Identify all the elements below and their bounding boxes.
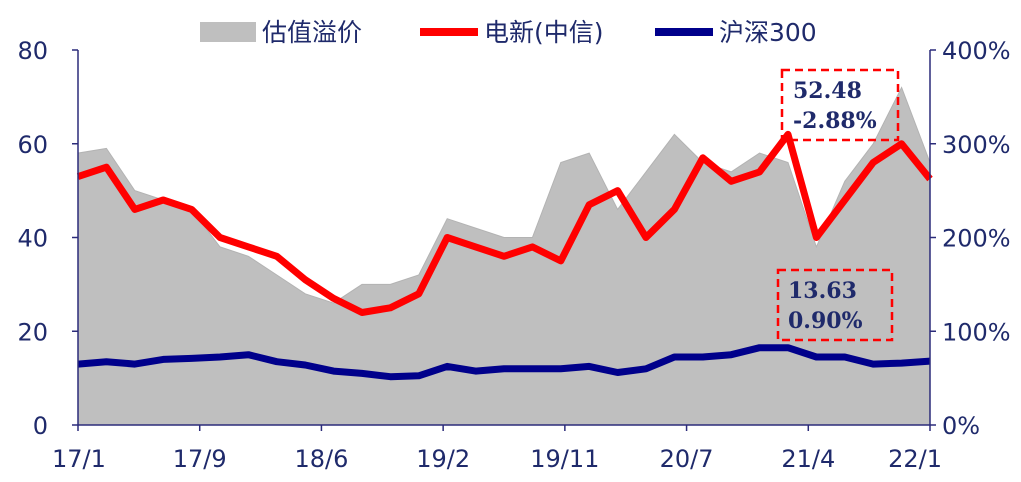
left-tick-label: 40 [17,225,48,253]
x-tick-label: 19/11 [530,445,599,473]
annotation-power-equipment: 52.48 -2.88% [780,68,900,142]
right-axis-ticks: 0% 100% 200% 300% 400% [930,37,1011,440]
series-line-power-equipment [76,130,933,316]
left-tick-label: 0 [33,412,48,440]
series-line-csi300 [77,344,931,381]
right-tick-label: 0% [942,412,980,440]
x-tick-label: 19/2 [416,445,470,473]
right-tick-label: 200% [942,225,1011,253]
legend: 估值溢价 电新(中信) 沪深300 [200,18,817,47]
x-tick-label: 20/7 [660,445,714,473]
left-tick-label: 80 [17,37,48,65]
left-axis-ticks: 0 20 40 60 80 [17,37,78,440]
annotation-csi300: 13.63 0.90% [776,268,894,342]
left-tick-label: 20 [17,318,48,346]
right-tick-label: 300% [942,131,1011,159]
x-tick-label: 17/1 [52,445,106,473]
x-axis-ticks: 17/1 17/9 18/6 19/2 19/11 20/7 21/4 22/1 [52,425,942,473]
x-tick-label: 21/4 [781,445,835,473]
legend-swatch-valuation-premium [200,22,256,42]
plot-area [76,86,933,426]
annotation-value-power-equipment: 52.48 [793,78,862,104]
annotation-change-csi300: 0.90% [788,308,863,334]
left-tick-label: 60 [17,131,48,159]
right-tick-label: 400% [942,37,1011,65]
annotation-box-csi300 [776,268,894,342]
right-tick-label: 100% [942,318,1011,346]
x-tick-label: 18/6 [294,445,348,473]
annotation-box-power-equipment [780,68,900,142]
annotation-change-power-equipment: -2.88% [793,108,877,134]
x-tick-label: 17/9 [173,445,227,473]
legend-label-csi300: 沪深300 [719,18,817,47]
annotation-value-csi300: 13.63 [788,278,857,304]
axes: 0 20 40 60 80 0% 100% 200% 300% 400% 17/1 17/9 18/… [17,37,1010,473]
legend-label-power-equipment: 电新(中信) [484,18,604,47]
x-tick-label: 22/1 [888,445,942,473]
legend-label-valuation-premium: 估值溢价 [262,18,362,47]
